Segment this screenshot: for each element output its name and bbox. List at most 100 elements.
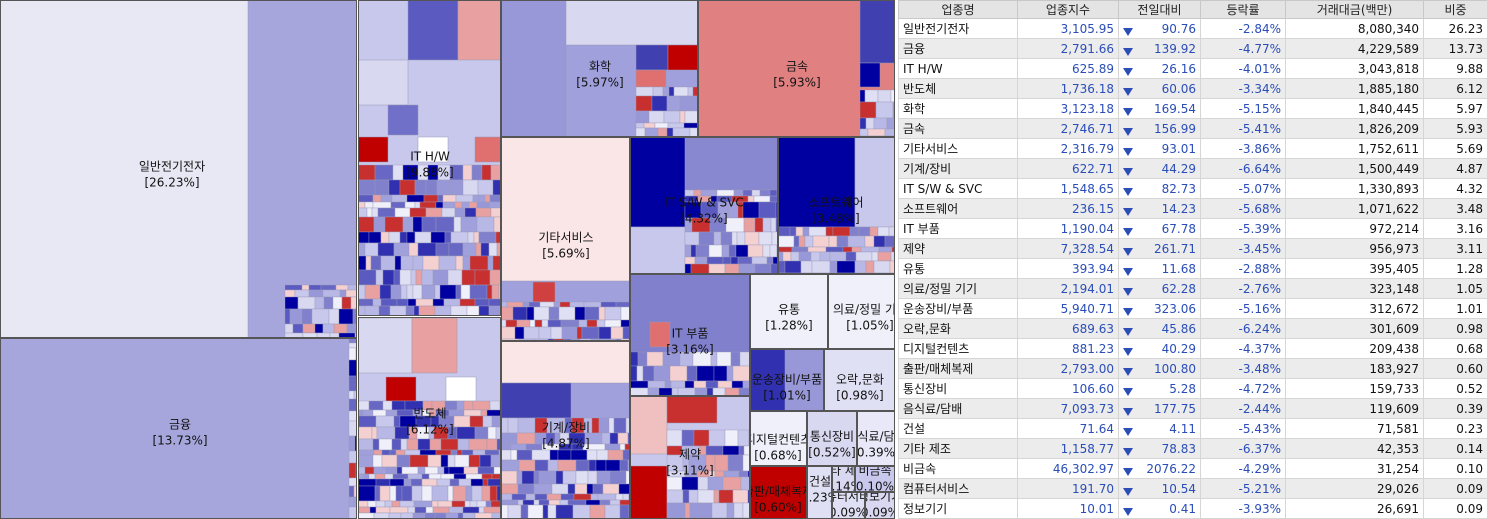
cell-text: 1,752,611 xyxy=(1357,141,1419,156)
stock-tile xyxy=(358,415,377,428)
table-cell: -2.76% xyxy=(1200,278,1286,299)
stock-tile xyxy=(443,466,450,475)
stock-tile xyxy=(666,396,718,424)
sector-table: 업종명 업종지수 전일대비 등락률 거래대금(백만) 비중 일반전기전자 3,105.95 9… xyxy=(898,0,1487,519)
stock-tile xyxy=(681,429,695,447)
sector-name: 반도체 xyxy=(413,407,446,421)
stock-tile xyxy=(689,127,698,137)
cell-text: 82.73 xyxy=(1161,181,1196,196)
stock-tile xyxy=(436,179,452,196)
stock-tile xyxy=(810,251,821,262)
stock-tile xyxy=(301,284,310,291)
stock-tile xyxy=(718,489,734,504)
stock-tile xyxy=(421,473,430,480)
stock-tile xyxy=(489,400,501,411)
table-cell: 1,885,180 xyxy=(1285,78,1424,99)
column-header: 등락률 xyxy=(1200,0,1286,19)
stock-tile xyxy=(662,86,670,97)
cell-text: -5.43% xyxy=(1238,421,1281,436)
sector-share: [0.14%] xyxy=(819,480,866,494)
stock-tile xyxy=(742,502,750,519)
stock-tile xyxy=(404,201,416,209)
stock-tile xyxy=(679,95,691,112)
stock-tile xyxy=(375,478,391,487)
cell-text: -5.41% xyxy=(1238,121,1281,136)
cell-text: -5.15% xyxy=(1238,101,1281,116)
table-cell: 2,316.79 xyxy=(1017,138,1119,159)
table-cell: 1,826,209 xyxy=(1285,118,1424,139)
stock-tile xyxy=(538,470,557,485)
table-cell: 3,043,818 xyxy=(1285,58,1424,79)
table-cell: 운송장비/부품 xyxy=(898,298,1018,319)
stock-tile xyxy=(431,500,439,508)
stock-tile xyxy=(668,86,675,97)
stock-tile xyxy=(421,485,433,502)
stock-tile xyxy=(322,323,335,334)
cell-text: 26.16 xyxy=(1161,61,1196,76)
table-cell: 5.28 xyxy=(1118,378,1201,399)
table-cell: -2.44% xyxy=(1200,398,1286,419)
stock-tile xyxy=(467,231,475,244)
stock-tile xyxy=(604,443,621,451)
stock-tile xyxy=(414,179,427,196)
stock-tile xyxy=(517,499,524,506)
table-cell: 1,190.04 xyxy=(1017,218,1119,239)
stock-tile xyxy=(412,216,423,233)
sector-name: 금융 xyxy=(169,418,191,432)
stock-tile xyxy=(630,465,668,519)
sector-border xyxy=(750,274,828,349)
table-cell: 기타서비스 xyxy=(898,138,1018,159)
stock-tile xyxy=(643,122,656,129)
stock-tile xyxy=(407,0,459,61)
stock-tile xyxy=(739,351,750,367)
stock-tile xyxy=(390,284,402,300)
stock-tile xyxy=(395,485,403,502)
sector-tile: 출판/매체복제 [0.60%] xyxy=(750,466,807,519)
stock-tile xyxy=(488,201,501,209)
stock-tile xyxy=(649,321,671,348)
stock-tile xyxy=(666,95,681,112)
stock-tile xyxy=(284,308,291,325)
stock-tile xyxy=(363,473,370,480)
table-cell: 0.39 xyxy=(1423,398,1487,419)
cell-text: 기계/장비 xyxy=(903,162,952,176)
stock-tile xyxy=(374,485,381,502)
stock-tile xyxy=(808,226,827,237)
cell-text: 139.92 xyxy=(1154,41,1196,56)
table-cell: -6.24% xyxy=(1200,318,1286,339)
cell-text: 71,581 xyxy=(1377,421,1419,436)
stock-tile xyxy=(425,506,434,514)
table-cell: 4.87 xyxy=(1423,158,1487,179)
stock-tile xyxy=(450,305,468,316)
stock-tile xyxy=(384,500,393,508)
stock-tile xyxy=(737,429,750,447)
stock-tile xyxy=(501,459,520,472)
stock-tile xyxy=(507,504,522,519)
stock-tile xyxy=(778,226,791,237)
table-cell: IT 부품 xyxy=(898,218,1018,239)
cell-text: 40.29 xyxy=(1161,341,1196,356)
stock-tile xyxy=(450,179,464,196)
stock-tile xyxy=(474,426,489,440)
stock-tile xyxy=(378,305,391,316)
stock-tile xyxy=(358,449,375,456)
table-cell: 236.15 xyxy=(1017,198,1119,219)
stock-tile xyxy=(517,483,535,495)
sector-share: [5.97%] xyxy=(576,76,623,90)
stock-tile xyxy=(474,136,501,163)
table-row: 의료/정밀 기기 2,194.01 62.28 -2.76% 323,148 1.05 xyxy=(898,278,1487,299)
stock-tile xyxy=(490,207,501,218)
stock-tile xyxy=(865,117,875,130)
stock-tile xyxy=(622,449,630,461)
stock-tile xyxy=(407,473,423,480)
sector-share: [6.12%] xyxy=(406,423,453,437)
stock-tile xyxy=(358,269,377,286)
stock-tile xyxy=(391,438,402,451)
stock-tile xyxy=(493,216,501,233)
cell-text: 0.09 xyxy=(1456,501,1483,516)
stock-tile xyxy=(527,504,544,519)
sector-share: [26.23%] xyxy=(144,176,199,190)
table-cell: 2076.22 xyxy=(1118,458,1201,479)
stock-tile xyxy=(375,506,391,514)
